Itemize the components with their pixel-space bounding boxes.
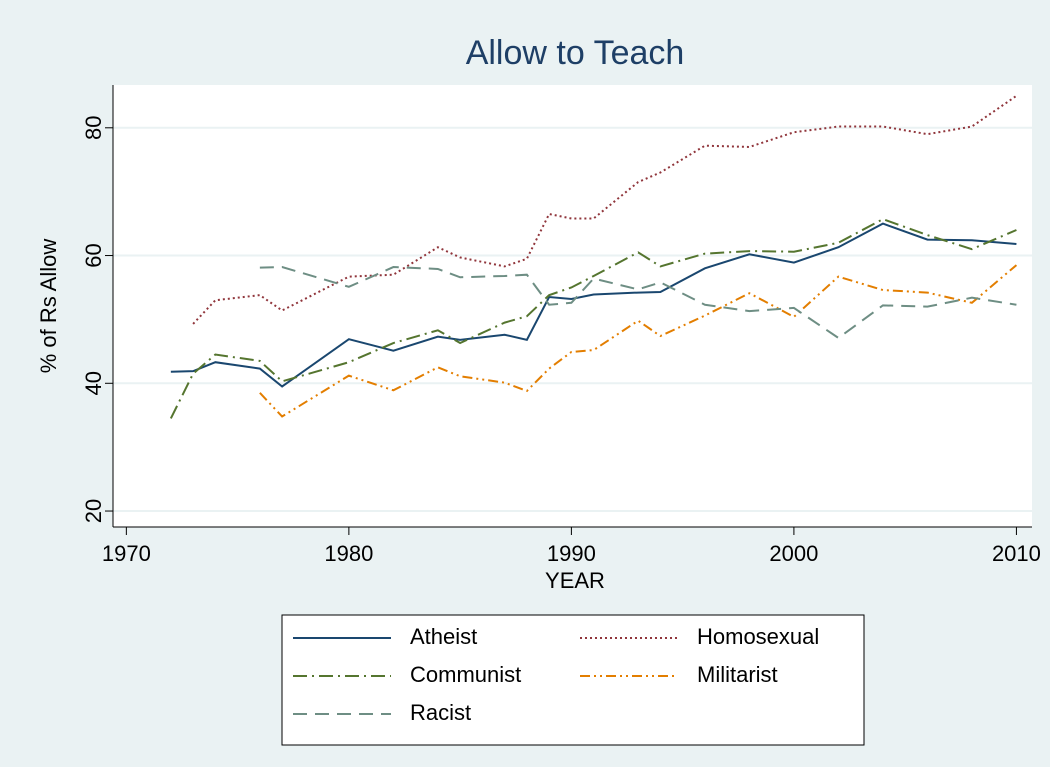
- series-line: [259, 266, 1017, 340]
- legend-label: Homosexual: [697, 624, 819, 649]
- series-line: [259, 264, 1018, 418]
- legend-label: Communist: [410, 662, 521, 687]
- x-tick-label: 1990: [547, 541, 596, 566]
- legend: [281, 614, 865, 746]
- y-tick-label: 80: [81, 116, 106, 140]
- series-line: [169, 218, 1017, 419]
- chart-title: Allow to Teach: [466, 34, 685, 72]
- plot-area: [113, 85, 1032, 527]
- x-axis-label: YEAR: [545, 568, 605, 593]
- x-tick-label: 2000: [769, 541, 818, 566]
- legend-label: Militarist: [697, 662, 778, 687]
- y-tick-label: 40: [81, 371, 106, 395]
- series-line: [170, 222, 1017, 388]
- legend-label: Racist: [410, 700, 471, 725]
- x-tick-label: 2010: [992, 541, 1041, 566]
- y-tick-label: 20: [81, 499, 106, 523]
- y-tick-label: 60: [81, 243, 106, 267]
- x-tick-label: 1970: [102, 541, 151, 566]
- y-axis-label: % of Rs Allow: [36, 239, 61, 374]
- legend-label: Atheist: [410, 624, 477, 649]
- x-tick-label: 1980: [324, 541, 373, 566]
